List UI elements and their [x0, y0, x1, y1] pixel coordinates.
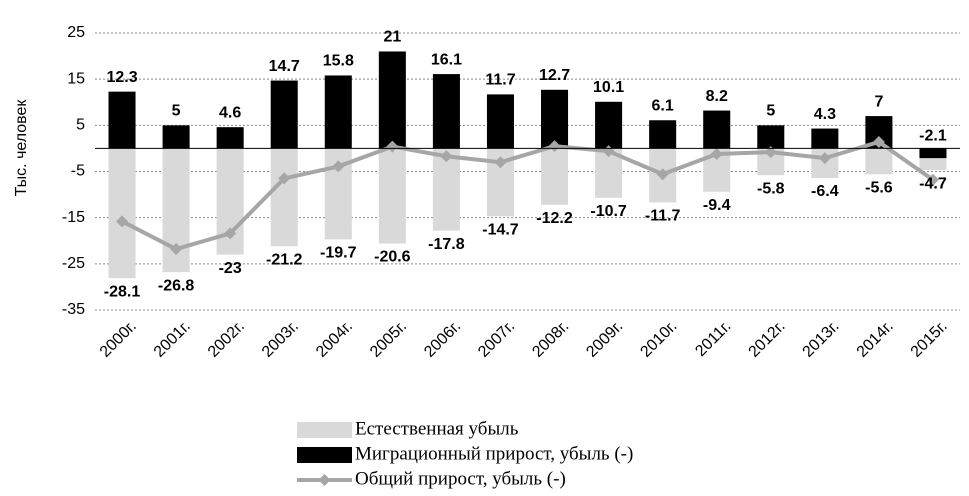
bar: [649, 120, 677, 149]
x-tick-label: 2013г.: [800, 318, 843, 361]
x-tick-label: 2010г.: [637, 318, 680, 361]
marker: [224, 227, 237, 240]
x-tick-label: 2015г.: [908, 318, 951, 361]
bar: [216, 127, 244, 149]
data-label: -19.7: [320, 245, 357, 262]
legend-label: Миграционный прирост, убыль (-): [355, 443, 633, 464]
marker: [332, 160, 345, 173]
bar: [378, 148, 406, 244]
y-tick-label: -35: [62, 301, 85, 318]
data-label: 10.1: [593, 79, 624, 96]
x-tick-label: 2012г.: [746, 318, 789, 361]
bar: [162, 125, 190, 149]
marker: [386, 140, 399, 153]
x-tick-label: 2000г.: [97, 318, 140, 361]
bar: [919, 148, 947, 159]
data-label: -17.8: [428, 236, 465, 253]
x-tick-label: 2008г.: [529, 318, 572, 361]
data-label: -5.6: [865, 179, 893, 196]
marker: [170, 243, 183, 256]
data-label: -28.1: [104, 283, 141, 300]
x-tick-label: 2014г.: [854, 318, 897, 361]
bar: [486, 94, 514, 149]
data-label: 16.1: [431, 51, 462, 68]
legend-swatch: [297, 447, 352, 463]
bar: [757, 125, 785, 149]
data-label: -4.7: [919, 175, 947, 192]
legend-label: Естественная убыль: [355, 418, 519, 439]
data-label: 8.2: [706, 88, 728, 105]
data-label: -10.7: [590, 203, 627, 220]
bar: [270, 80, 298, 149]
y-tick-label: -25: [62, 255, 85, 272]
bar: [108, 148, 136, 279]
marker: [494, 156, 507, 169]
marker: [116, 215, 129, 228]
marker: [278, 172, 291, 185]
data-label: 5: [766, 103, 775, 120]
line: [121, 139, 935, 252]
y-tick-label: -15: [62, 209, 85, 226]
x-tick-label: 2002г.: [205, 318, 248, 361]
data-label: -12.2: [536, 210, 573, 227]
data-label: 14.7: [269, 58, 300, 75]
bar: [108, 91, 136, 149]
x-tick-label: 2006г.: [421, 318, 464, 361]
bar: [270, 148, 298, 247]
data-label: -5.8: [757, 180, 785, 197]
legend-marker: [318, 474, 331, 486]
x-tick-label: 2005г.: [367, 318, 410, 361]
bar: [541, 148, 569, 205]
legend-label: Общий прирост, убыль (-): [355, 468, 566, 489]
data-label: 12.3: [106, 69, 137, 86]
marker: [872, 135, 885, 148]
bar: [541, 89, 569, 149]
data-label: -14.7: [482, 222, 519, 239]
marker: [764, 146, 777, 159]
data-label: 15.8: [323, 53, 354, 70]
y-tick-label: 25: [67, 24, 85, 41]
data-label: 12.7: [539, 67, 570, 84]
x-tick-label: 2001г.: [151, 318, 194, 361]
bar: [703, 110, 731, 149]
y-tick-label: 5: [76, 117, 85, 134]
data-label: 6.1: [652, 97, 674, 114]
data-label: 11.7: [485, 72, 515, 89]
bar: [324, 75, 352, 149]
marker: [818, 152, 831, 165]
y-tick-label: 15: [67, 70, 85, 87]
data-label: -6.4: [811, 183, 839, 200]
marker: [548, 140, 561, 153]
data-label: -20.6: [374, 249, 411, 266]
marker: [926, 173, 939, 186]
marker: [710, 147, 723, 160]
x-tick-label: 2007г.: [475, 318, 518, 361]
data-label: -23: [219, 260, 242, 277]
data-label: -9.4: [703, 197, 731, 214]
data-label: 5: [172, 103, 181, 120]
marker: [440, 150, 453, 163]
data-label: -26.8: [158, 277, 195, 294]
x-tick-label: 2003г.: [259, 318, 302, 361]
data-label: -2.1: [919, 128, 947, 145]
x-tick-label: 2009г.: [583, 318, 626, 361]
bar: [432, 74, 460, 149]
legend-swatch: [297, 422, 352, 438]
data-label: 7: [874, 93, 883, 110]
marker: [656, 168, 669, 181]
data-label: -11.7: [645, 208, 681, 225]
x-tick-label: 2004г.: [313, 318, 356, 361]
bar: [595, 101, 623, 149]
bar: [865, 148, 893, 175]
data-label: 21: [383, 29, 401, 46]
data-label: 4.3: [814, 106, 836, 123]
data-label: -21.2: [266, 252, 303, 269]
y-tick-label: -5: [71, 163, 85, 180]
y-axis-label: Тыс. человек: [13, 99, 30, 197]
bar: [378, 51, 406, 149]
x-tick-label: 2011г.: [692, 318, 734, 360]
bar: [811, 128, 839, 149]
data-label: 4.6: [219, 104, 241, 121]
